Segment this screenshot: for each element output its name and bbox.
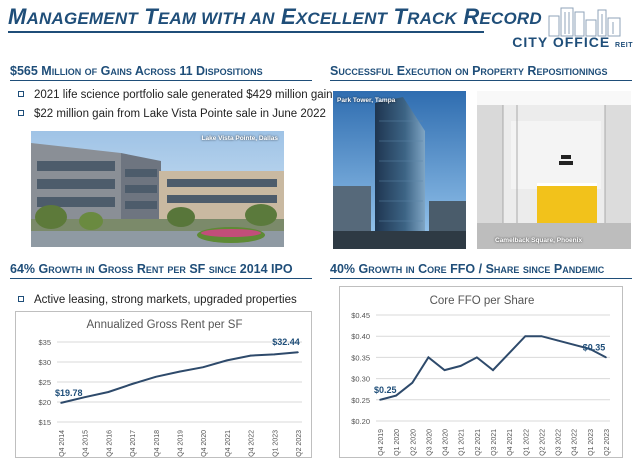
data-label: $0.25	[374, 385, 397, 395]
chart-plot: $0.20 $0.25 $0.30 $0.35 $0.40 $0.45 Q4 2019 Q1 …	[351, 311, 611, 456]
data-point	[411, 382, 414, 384]
bullet-square-icon	[18, 90, 24, 97]
y-tick-label: $35	[38, 338, 51, 347]
photo-caption: Park Tower, Tampa	[337, 97, 396, 104]
core-ffo-chart: Core FFO per Share $0.20 $0.25 $0.30 $0.35 $…	[339, 286, 623, 458]
logo-wordmark: CITY OFFICE REIT	[512, 34, 633, 50]
y-tick-label: $0.25	[351, 396, 370, 405]
data-point	[476, 356, 478, 359]
lake-vista-pointe-photo: Lake Vista Pointe, Dallas	[31, 131, 284, 247]
dispositions-bullet: $22 million gain from Lake Vista Pointe …	[18, 108, 326, 120]
city-skyline-logo-icon	[548, 7, 621, 37]
x-tick-label: Q2 2023	[604, 429, 611, 456]
rent-rule	[10, 278, 312, 279]
x-tick-label: Q1 2022	[523, 429, 530, 456]
repositionings-rule	[330, 80, 632, 81]
x-tick-label: Q4 2019	[378, 429, 385, 456]
x-tick-label: Q4 2021	[225, 430, 232, 457]
data-point	[492, 369, 494, 371]
data-point	[155, 376, 157, 378]
data-point	[572, 343, 575, 346]
series-line	[60, 351, 299, 404]
photo-caption: Camelback Square, Phoenix	[495, 237, 583, 244]
data-point	[556, 339, 559, 342]
data-point	[202, 366, 204, 368]
x-tick-label: Q4 2015	[83, 430, 90, 457]
chart-plot: $15 $20 $25 $30 $35 Q4 2014 Q4 2015 Q4 2016 Q4 2…	[38, 337, 303, 457]
x-tick-label: Q1 2020	[394, 429, 401, 456]
dispositions-rule	[10, 80, 312, 81]
x-tick-label: Q3 2022	[556, 429, 563, 456]
data-point	[297, 351, 299, 354]
x-tick-label: Q3 2021	[491, 429, 498, 456]
x-tick-label: Q1 2023	[272, 430, 279, 457]
data-label: $0.35	[583, 342, 606, 352]
rent-bullet: Active leasing, strong markets, upgraded…	[18, 294, 297, 306]
page-title: MANAGEMENT TEAM WITH AN EXCELLENT TRACK …	[8, 4, 542, 29]
data-point	[131, 383, 133, 385]
data-point	[443, 369, 446, 371]
x-tick-label: Q4 2021	[507, 429, 514, 456]
data-point	[273, 353, 276, 356]
x-tick-label: Q4 2016	[106, 430, 113, 457]
x-tick-label: Q1 2023	[588, 429, 595, 456]
data-point	[379, 399, 381, 401]
data-point	[459, 365, 462, 367]
y-tick-label: $30	[38, 358, 51, 367]
bullet-square-icon	[18, 109, 24, 116]
data-point	[249, 354, 252, 357]
y-tick-label: $15	[38, 418, 51, 427]
repositionings-heading: Successful Execution on Property Reposit…	[330, 64, 608, 78]
y-tick-label: $0.40	[351, 332, 370, 341]
x-tick-label: Q2 2020	[410, 429, 417, 456]
data-point	[427, 356, 430, 359]
title-underline	[8, 31, 484, 33]
data-label: $19.78	[55, 388, 83, 398]
chart-title: Core FFO per Share	[429, 295, 535, 307]
x-tick-label: Q4 2017	[130, 430, 137, 457]
bullet-square-icon	[18, 295, 24, 302]
x-tick-label: Q4 2019	[178, 430, 185, 457]
data-point	[589, 348, 591, 350]
data-point	[178, 370, 181, 373]
x-tick-label: Q4 2020	[443, 429, 450, 456]
data-point	[395, 394, 397, 397]
x-tick-label: Q4 2022	[249, 430, 256, 457]
x-tick-label: Q3 2020	[426, 429, 433, 456]
rent-heading: 64% Growth in Gross Rent per SF since 20…	[10, 262, 293, 276]
x-tick-label: Q4 2018	[154, 430, 161, 457]
x-tick-label: Q4 2022	[572, 429, 579, 456]
photo-caption: Lake Vista Pointe, Dallas	[201, 135, 278, 142]
data-point	[540, 335, 543, 337]
gross-rent-chart: Annualized Gross Rent per SF $15 $20 $25 $3…	[15, 311, 312, 458]
y-tick-label: $0.45	[351, 311, 370, 320]
data-point	[83, 396, 86, 398]
camelback-square-photo: Camelback Square, Phoenix	[477, 91, 631, 249]
x-tick-label: Q2 2023	[296, 430, 303, 457]
dispositions-bullet: 2021 life science portfolio sale generat…	[18, 89, 333, 101]
data-point	[524, 335, 527, 337]
x-tick-label: Q2 2022	[539, 429, 546, 456]
data-point	[226, 359, 228, 362]
y-tick-label: $20	[38, 398, 51, 407]
x-tick-label: Q2 2021	[475, 429, 482, 456]
data-point	[60, 402, 62, 404]
ffo-rule	[330, 278, 632, 279]
chart-title: Annualized Gross Rent per SF	[86, 319, 243, 331]
data-point	[508, 352, 510, 354]
x-tick-label: Q1 2021	[459, 429, 466, 456]
x-tick-label: Q4 2014	[59, 430, 66, 457]
y-tick-label: $0.30	[351, 375, 370, 384]
park-tower-photo: Park Tower, Tampa	[333, 91, 466, 249]
ffo-heading: 40% Growth in Core FFO / Share since Pan…	[330, 262, 605, 276]
data-point	[605, 356, 607, 359]
y-tick-label: $0.35	[351, 353, 370, 362]
series-line	[379, 335, 607, 401]
y-tick-label: $25	[38, 378, 51, 387]
data-point	[107, 391, 110, 393]
y-tick-label: $0.20	[351, 417, 370, 426]
dispositions-heading: $565 Million of Gains Across 11 Disposit…	[10, 64, 263, 78]
data-label: $32.44	[272, 337, 300, 347]
x-tick-label: Q4 2020	[201, 430, 208, 457]
